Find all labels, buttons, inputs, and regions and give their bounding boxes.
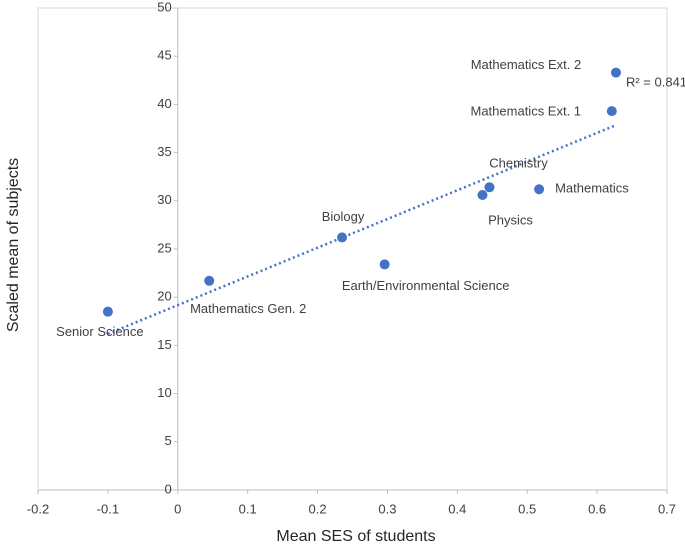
x-tick-label: 0 <box>174 501 181 516</box>
point-label: Mathematics Gen. 2 <box>190 301 306 316</box>
trendline <box>107 123 617 336</box>
point <box>379 259 390 270</box>
point <box>606 106 617 117</box>
y-axis-title: Scaled mean of subjects <box>5 158 22 332</box>
point <box>102 306 113 317</box>
point <box>610 67 621 78</box>
point-label: Mathematics <box>555 181 629 196</box>
x-tick-label: 0.1 <box>239 501 257 516</box>
point-label: Senior Science <box>56 324 143 339</box>
point <box>337 232 348 243</box>
x-tick-label: -0.1 <box>97 501 119 516</box>
x-tick-label: -0.2 <box>27 501 49 516</box>
point-label: Physics <box>488 212 533 227</box>
trendline-label: R² = 0.8413 <box>626 75 685 90</box>
y-tick-label: 15 <box>157 337 171 352</box>
y-tick-label: 25 <box>157 240 171 255</box>
point <box>534 184 545 195</box>
point <box>484 182 495 193</box>
y-tick-label: 0 <box>165 481 172 496</box>
x-axis-title: Mean SES of students <box>276 528 435 545</box>
point <box>477 190 488 201</box>
y-tick-label: 45 <box>157 48 171 63</box>
x-tick-label: 0.7 <box>658 501 676 516</box>
point-label: Mathematics Ext. 2 <box>471 57 582 72</box>
x-tick-label: 0.6 <box>588 501 606 516</box>
point-label: Earth/Environmental Science <box>342 278 510 293</box>
point-label: Chemistry <box>489 156 548 171</box>
point-label: Biology <box>322 209 365 224</box>
y-tick-label: 35 <box>157 144 171 159</box>
y-tick-label: 10 <box>157 385 171 400</box>
x-tick-label: 0.3 <box>378 501 396 516</box>
y-tick-label: 5 <box>165 433 172 448</box>
point-label: Mathematics Ext. 1 <box>471 104 582 119</box>
y-tick-label: 30 <box>157 192 171 207</box>
y-tick-label: 20 <box>157 289 171 304</box>
plot-border <box>37 7 668 491</box>
x-tick-label: 0.2 <box>309 501 327 516</box>
x-tick-label: 0.5 <box>518 501 536 516</box>
point <box>204 275 215 286</box>
x-tick-label: 0.4 <box>448 501 466 516</box>
y-tick-label: 40 <box>157 96 171 111</box>
y-tick-label: 50 <box>157 0 171 14</box>
